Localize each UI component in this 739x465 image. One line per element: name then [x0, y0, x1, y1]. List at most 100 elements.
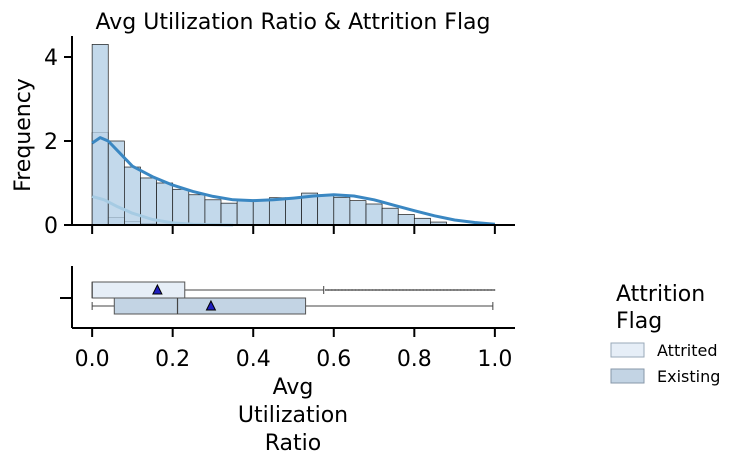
bar-existing-6	[188, 194, 206, 226]
outlier-point	[434, 289, 436, 291]
outlier-point	[354, 289, 357, 291]
outlier-point	[483, 289, 486, 291]
outlier-point	[358, 289, 361, 291]
bars-existing	[91, 44, 447, 226]
outlier-point	[378, 289, 381, 291]
box-x-tick-label-1: 1.0	[477, 347, 512, 372]
outlier-point	[364, 289, 367, 291]
chart-title: Avg Utilization Ratio & Attrition Flag	[95, 10, 490, 35]
outlier-point	[439, 289, 442, 291]
outlier-point	[373, 289, 375, 291]
outlier-point	[431, 289, 433, 291]
outlier-point	[446, 289, 449, 291]
bar-existing-7	[204, 199, 222, 226]
outlier-point	[414, 289, 416, 291]
outlier-point	[419, 289, 422, 291]
outlier-point	[441, 289, 443, 291]
outlier-point	[350, 289, 353, 291]
outlier-point	[363, 289, 365, 291]
legend-title-line-1: Attrition	[616, 282, 705, 307]
outlier-point	[401, 289, 404, 291]
outlier-point	[463, 289, 466, 291]
outlier-point	[451, 289, 453, 291]
outlier-point	[443, 289, 446, 291]
legend-title-line-2: Flag	[616, 309, 662, 334]
outlier-point	[333, 289, 336, 291]
outlier-point	[469, 289, 472, 291]
outlier-point	[470, 289, 473, 291]
outlier-point	[334, 289, 337, 291]
outlier-point	[492, 289, 494, 291]
outlier-point	[473, 289, 476, 291]
outlier-point	[425, 289, 428, 291]
bar-existing-19	[397, 214, 415, 226]
outlier-point	[486, 289, 489, 291]
x-axis-label-line-2: Utilization	[238, 403, 348, 428]
bar-existing-8	[220, 202, 238, 226]
histogram-panel: 0 2 4	[44, 36, 515, 239]
outliers-attrited	[324, 289, 496, 291]
mean-marker-attrited	[152, 283, 163, 295]
outlier-point	[429, 289, 432, 291]
outlier-point	[438, 289, 441, 291]
bar-existing-15	[333, 196, 351, 226]
hist-y-tick-label-2: 2	[44, 130, 58, 155]
box-existing	[91, 297, 494, 315]
outlier-point	[382, 289, 385, 291]
y-axis-label: Frequency	[11, 78, 36, 192]
outlier-point	[365, 289, 368, 291]
outlier-point	[445, 289, 448, 291]
outlier-point	[331, 289, 334, 291]
outlier-point	[418, 289, 421, 291]
outlier-point	[399, 289, 402, 291]
outlier-point	[330, 289, 333, 291]
outlier-point	[341, 289, 344, 291]
outlier-point	[395, 289, 398, 291]
outlier-point	[347, 289, 350, 291]
outlier-point	[462, 289, 465, 291]
legend-label-attrited: Attrited	[657, 341, 718, 360]
outlier-point	[422, 289, 425, 291]
outlier-point	[374, 289, 377, 291]
x-axis-label: Avg Utilization Ratio	[238, 375, 348, 456]
outlier-point	[324, 289, 327, 291]
bar-existing-4	[156, 182, 174, 226]
legend-label-existing: Existing	[657, 367, 720, 386]
outlier-point	[394, 289, 397, 291]
bar-existing-18	[381, 207, 399, 226]
outlier-point	[482, 289, 485, 291]
outlier-point	[329, 289, 331, 291]
outlier-point	[370, 289, 372, 291]
outlier-point	[435, 289, 438, 291]
outlier-point	[459, 289, 462, 291]
outlier-point	[361, 289, 364, 291]
outlier-point	[402, 289, 405, 291]
outlier-point	[343, 289, 346, 291]
bar-existing-11	[268, 197, 286, 226]
outlier-point	[351, 289, 354, 291]
x-axis-label-line-3: Ratio	[265, 431, 321, 456]
outlier-point	[460, 289, 463, 291]
bar-existing-5	[172, 188, 190, 226]
outlier-point	[477, 289, 480, 291]
outlier-point	[465, 289, 468, 291]
outlier-point	[407, 289, 409, 291]
box-x-tick-label-0.4: 0.4	[236, 347, 271, 372]
outlier-point	[356, 289, 358, 291]
box-attrited	[91, 281, 496, 299]
box-x-tick-label-0.2: 0.2	[155, 347, 190, 372]
box-x-tick-label-0: 0.0	[75, 347, 110, 372]
outlier-point	[327, 289, 330, 291]
outlier-point	[426, 289, 429, 291]
legend-swatch-existing	[610, 368, 645, 384]
outlier-point	[377, 289, 380, 291]
outlier-point	[480, 289, 483, 291]
box-x-tick-label-0.6: 0.6	[316, 347, 351, 372]
outlier-point	[353, 289, 355, 291]
outlier-point	[416, 289, 419, 291]
outlier-point	[466, 289, 469, 291]
bar-existing-14	[317, 194, 335, 226]
outlier-point	[392, 289, 395, 291]
outlier-point	[411, 289, 414, 291]
outlier-point	[368, 289, 371, 291]
